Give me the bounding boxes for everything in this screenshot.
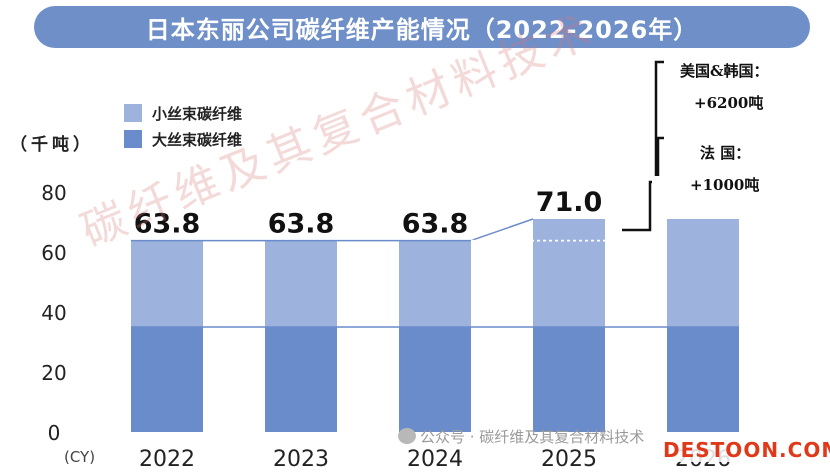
annotation-france-label: 法 国： (700, 144, 751, 162)
x-tick-label: 2023 (273, 447, 329, 472)
bracket-france (656, 136, 664, 176)
annotation-us-korea-value: +6200吨 (694, 94, 764, 112)
bar-large-tow (533, 327, 605, 432)
y-tick-label: 60 (41, 241, 66, 265)
y-tick-label: 0 (48, 421, 61, 445)
y-tick-label: 40 (41, 301, 66, 325)
title-banner: 日本东丽公司碳纤维产能情况（2022-2026年） (34, 6, 810, 48)
bar-large-tow (667, 327, 739, 432)
x-tick-label: 2024 (407, 447, 463, 472)
bar-small-tow (533, 219, 605, 327)
growth-line (470, 218, 534, 242)
legend-swatch-small-tow (124, 104, 142, 122)
annotation-us-korea-label: 美国&韩国： (680, 62, 769, 80)
bracket-us-korea (654, 60, 664, 176)
wechat-icon (398, 428, 416, 444)
legend-label-small-tow: 小丝束碳纤维 (152, 105, 243, 123)
footer-site-logo: DESTOON.COM (660, 438, 830, 462)
y-tick-label: 80 (41, 181, 66, 205)
data-label: 63.8 (134, 209, 201, 240)
legend-label-large-tow: 大丝束碳纤维 (152, 131, 243, 149)
cy-axis-label: (CY) (64, 448, 95, 466)
x-tick-label: 2022 (139, 447, 195, 472)
bracket-mark (622, 180, 652, 232)
y-tick-label: 20 (41, 361, 66, 385)
bar-small-tow (265, 240, 337, 327)
y-axis-unit: （千吨） (10, 135, 94, 155)
bar-large-tow (131, 327, 203, 432)
legend-swatch-large-tow (124, 130, 142, 148)
data-label: 63.8 (402, 209, 469, 240)
bar-small-tow (131, 240, 203, 327)
bar-small-tow (667, 219, 739, 327)
chart-title: 日本东丽公司碳纤维产能情况（2022-2026年） (145, 15, 699, 44)
footer-wechat-account: 公众号 · 碳纤维及其复合材料技术 (420, 428, 645, 446)
bar-small-tow (399, 240, 471, 327)
data-label: 63.8 (268, 209, 335, 240)
x-tick-label: 2025 (541, 447, 597, 472)
bar-large-tow (399, 327, 471, 432)
bar-large-tow (265, 327, 337, 432)
annotation-france-value: +1000吨 (690, 176, 760, 194)
data-label: 71.0 (536, 187, 603, 218)
